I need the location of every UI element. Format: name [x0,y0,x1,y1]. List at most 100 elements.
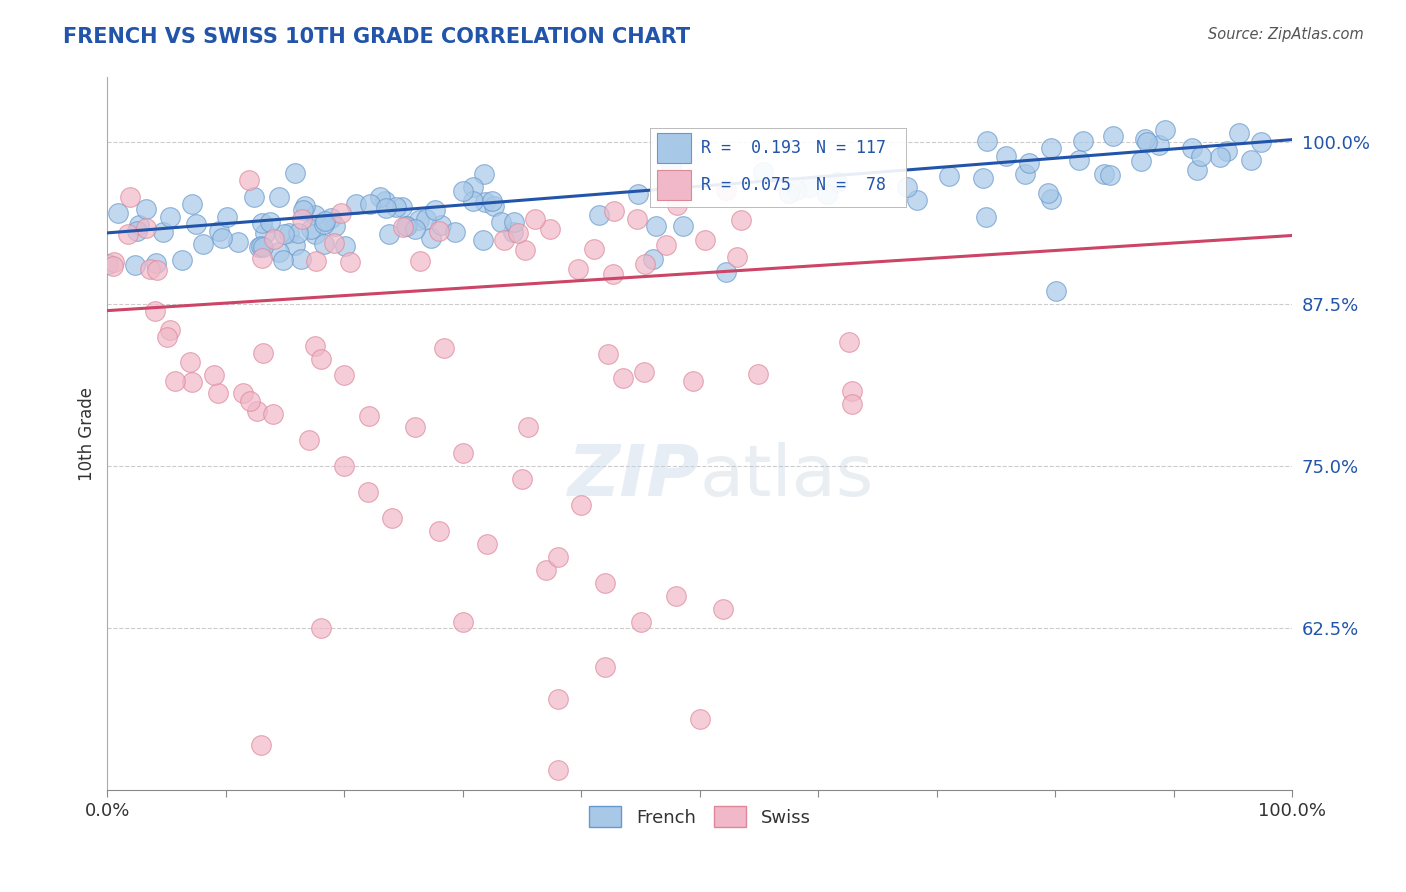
Point [482,199,505,213]
Point [299,222,322,236]
Point [184,217,207,231]
Point [381,511,404,525]
Point [730,212,752,227]
Point [517,420,540,434]
Point [695,233,717,247]
Point [1036,186,1059,201]
Point [232,385,254,400]
Point [682,374,704,388]
Point [451,615,474,629]
Point [415,212,437,227]
Point [278,226,301,240]
Point [304,339,326,353]
Text: R = 0.075: R = 0.075 [702,177,792,194]
Point [972,171,994,186]
Point [472,234,495,248]
Text: R =  0.193: R = 0.193 [702,139,801,157]
Point [655,177,678,191]
Point [263,232,285,246]
Point [976,134,998,148]
Point [444,225,467,239]
Point [725,250,748,264]
Point [145,263,167,277]
Point [596,347,619,361]
Point [284,238,307,252]
Point [593,660,616,674]
Point [474,167,496,181]
Point [633,365,655,379]
Point [1092,167,1115,181]
Point [333,368,356,383]
Point [357,485,380,500]
Point [419,231,441,245]
Point [665,198,688,212]
Point [269,190,291,204]
Point [785,183,807,197]
Point [494,233,516,247]
Point [503,214,526,228]
Point [938,169,960,183]
Point [1209,150,1232,164]
Point [1250,135,1272,149]
Point [238,173,260,187]
Point [156,329,179,343]
Point [207,386,229,401]
Point [287,227,309,241]
Point [152,225,174,239]
Point [567,261,589,276]
Point [179,355,201,369]
Point [238,394,260,409]
Point [714,183,737,197]
Point [165,374,187,388]
Point [319,211,342,225]
Point [451,446,474,460]
Y-axis label: 10th Grade: 10th Grade [79,386,96,481]
Point [778,186,800,201]
Point [593,575,616,590]
Point [633,256,655,270]
Point [1014,167,1036,181]
Point [396,219,419,233]
Point [344,197,367,211]
Point [291,212,314,227]
Point [408,213,430,227]
Point [463,194,485,208]
Point [259,215,281,229]
Point [515,244,537,258]
Point [474,194,496,209]
Point [375,201,398,215]
Point [433,341,456,355]
Point [304,227,326,242]
Point [994,149,1017,163]
Point [395,219,418,233]
Point [267,244,290,259]
Point [134,220,156,235]
Point [97,257,120,271]
Point [582,242,605,256]
Point [905,194,928,208]
Point [815,186,838,201]
Point [506,226,529,240]
Point [643,252,665,266]
Bar [658,170,690,201]
Point [322,235,344,250]
Point [211,231,233,245]
Text: Source: ZipAtlas.com: Source: ZipAtlas.com [1208,27,1364,42]
Point [101,259,124,273]
Point [1101,129,1123,144]
Text: ZIP: ZIP [568,442,700,511]
Point [841,384,863,398]
Point [1189,149,1212,163]
Point [689,712,711,726]
Point [1099,168,1122,182]
Point [143,303,166,318]
Point [1045,284,1067,298]
Point [1240,153,1263,168]
Point [180,375,202,389]
Point [427,524,450,538]
Point [181,197,204,211]
Point [392,219,415,234]
Point [409,253,432,268]
Point [374,194,396,208]
Point [298,433,321,447]
